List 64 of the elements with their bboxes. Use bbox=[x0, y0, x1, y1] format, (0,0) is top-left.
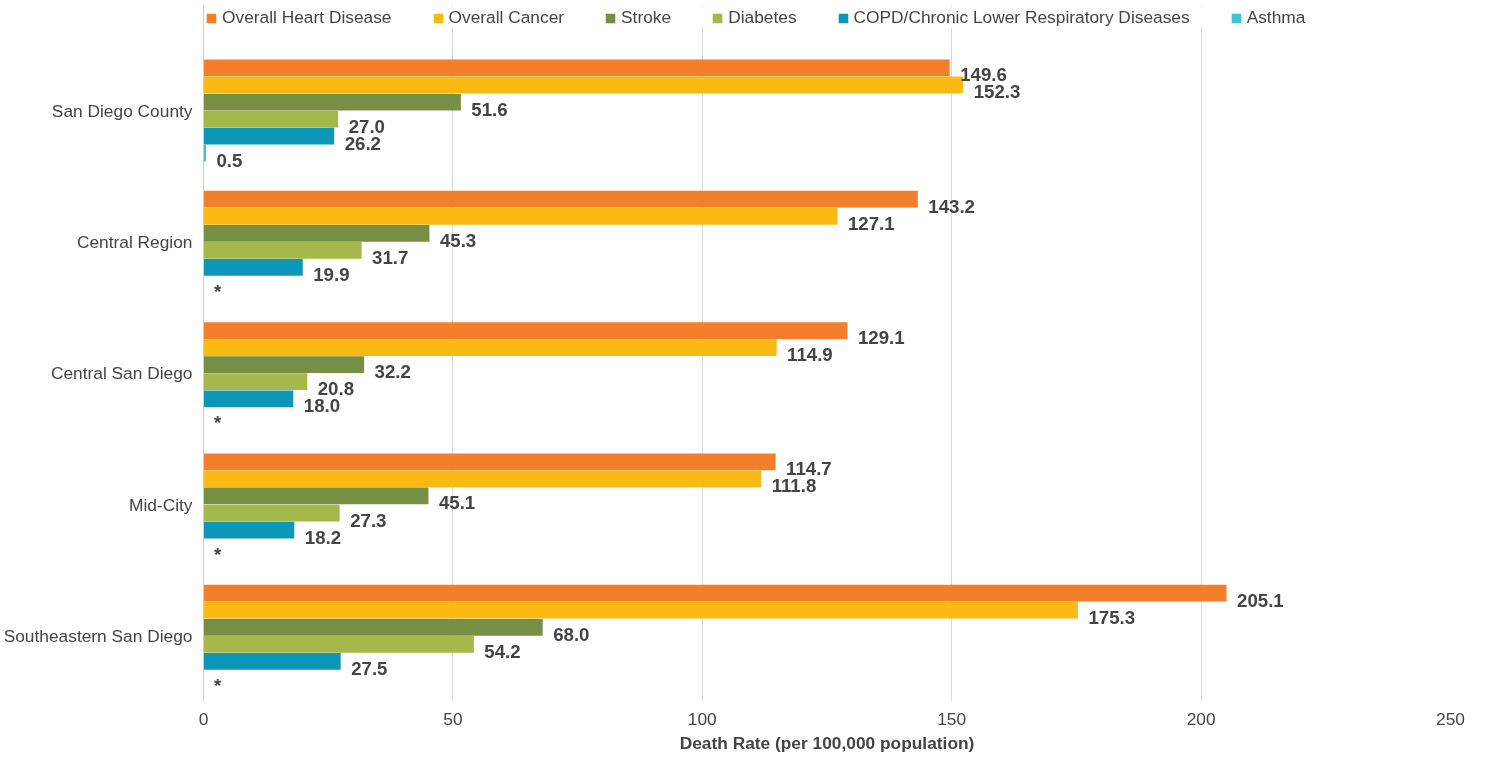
data-label: 18.2 bbox=[304, 526, 342, 548]
y-tick-label: Mid-City bbox=[128, 494, 193, 515]
data-label: 45.1 bbox=[438, 492, 476, 514]
data-label: 127.1 bbox=[847, 212, 895, 234]
bar bbox=[203, 453, 776, 471]
legend-label: COPD/Chronic Lower Respiratory Diseases bbox=[853, 7, 1190, 28]
text: * bbox=[213, 675, 222, 697]
bar bbox=[203, 521, 295, 539]
bar bbox=[203, 59, 950, 77]
legend-label: Asthma bbox=[1246, 7, 1306, 28]
data-label: 175.3 bbox=[1088, 606, 1136, 628]
y-tick-label: Central Region bbox=[76, 231, 193, 252]
bar bbox=[203, 242, 362, 259]
data-label: 205.1 bbox=[1237, 589, 1284, 611]
x-tick-label: 50 bbox=[443, 708, 463, 729]
bar bbox=[203, 653, 341, 670]
legend-label: Overall Cancer bbox=[448, 7, 565, 28]
data-label: 19.9 bbox=[313, 263, 350, 285]
data-label: 27.5 bbox=[351, 657, 388, 679]
bar bbox=[203, 93, 461, 111]
bar bbox=[203, 110, 339, 128]
bar bbox=[203, 207, 838, 225]
x-tick-label: 150 bbox=[937, 708, 967, 729]
bar bbox=[203, 127, 335, 145]
x-tick-label: 250 bbox=[1436, 708, 1465, 729]
data-label: 143.2 bbox=[928, 195, 975, 217]
y-tick-label: Central San Diego bbox=[50, 363, 193, 384]
bar bbox=[203, 487, 429, 505]
bar bbox=[203, 356, 365, 374]
data-label: 129.1 bbox=[857, 327, 905, 349]
bar bbox=[203, 504, 340, 522]
bar bbox=[203, 259, 303, 276]
bar bbox=[203, 322, 848, 339]
x-axis-title: Death Rate (per 100,000 population) bbox=[679, 732, 975, 753]
bar bbox=[203, 373, 308, 391]
legend-label: Diabetes bbox=[728, 7, 797, 28]
x-tick-label: 0 bbox=[198, 708, 209, 729]
data-label: 54.2 bbox=[484, 640, 521, 662]
bar bbox=[203, 636, 474, 653]
bar bbox=[203, 224, 430, 242]
y-tick-label: Southeastern San Diego bbox=[3, 625, 193, 646]
data-label: 51.6 bbox=[471, 98, 508, 120]
bar bbox=[203, 618, 543, 636]
x-tick-label: 100 bbox=[687, 708, 717, 729]
data-label: 32.2 bbox=[374, 361, 411, 383]
bar bbox=[203, 190, 918, 208]
legend-label: Overall Heart Disease bbox=[222, 7, 392, 28]
x-tick-label: 200 bbox=[1186, 708, 1216, 729]
data-label: 68.0 bbox=[553, 623, 590, 645]
data-label: 0.5 bbox=[216, 149, 243, 171]
y-tick-label: San Diego County bbox=[51, 100, 193, 121]
text: * bbox=[213, 281, 222, 303]
text: * bbox=[213, 412, 222, 434]
bar bbox=[203, 601, 1078, 619]
text: * bbox=[213, 543, 222, 565]
data-label: 45.3 bbox=[439, 229, 477, 251]
bar bbox=[203, 339, 777, 356]
data-label: 31.7 bbox=[372, 246, 409, 268]
bar bbox=[203, 470, 762, 488]
bar bbox=[203, 584, 1227, 602]
legend-label: Stroke bbox=[621, 7, 672, 28]
data-label: 27.3 bbox=[350, 509, 387, 531]
data-label: 114.9 bbox=[787, 344, 833, 366]
bar bbox=[203, 390, 294, 408]
